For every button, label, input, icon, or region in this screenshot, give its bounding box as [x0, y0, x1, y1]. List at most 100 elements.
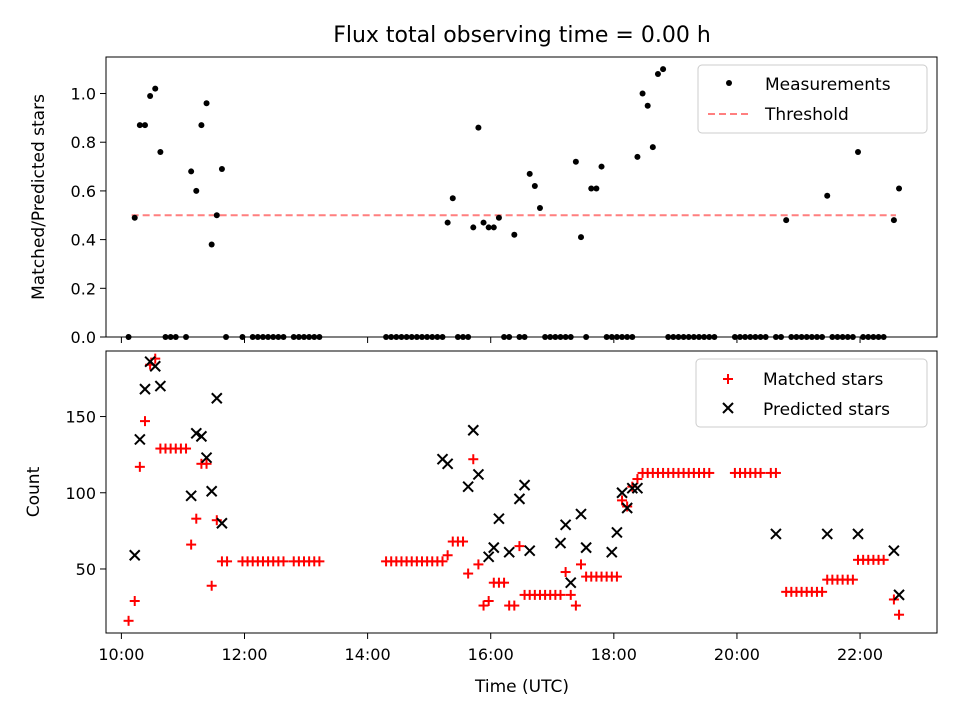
matched-star-point	[755, 467, 766, 478]
predicted-star-point	[134, 433, 146, 446]
measurement-point	[495, 214, 502, 221]
predicted-star-point	[606, 546, 618, 558]
matched-star-point	[509, 600, 520, 611]
predicted-star-point	[205, 485, 218, 497]
predicted-star-point	[852, 528, 864, 540]
top-y-tick-label: 1.0	[71, 85, 96, 104]
matched-star-point	[847, 574, 858, 585]
predicted-star-point	[216, 517, 228, 529]
matched-star-point	[129, 595, 140, 606]
matched-star-point	[222, 556, 233, 567]
measurement-point	[147, 92, 154, 99]
measurement-point	[634, 153, 641, 160]
legend-measurement-marker	[726, 80, 732, 86]
top-panel: 0.0 0.2 0.4 0.6 0.8 1.0 Matched/Predicted sta…	[29, 56, 938, 347]
measurement-point	[213, 212, 220, 219]
matched-star-point	[878, 554, 889, 565]
x-tick-label: 20:00	[714, 645, 760, 664]
matched-star-point	[181, 443, 192, 454]
predicted-star-point	[503, 546, 515, 558]
measurement-point	[660, 66, 667, 73]
predicted-star-point	[441, 458, 454, 470]
x-tick-label: 10:00	[98, 645, 144, 664]
predicted-star-point	[195, 430, 208, 443]
legend-predicted-label: Predicted stars	[763, 400, 890, 420]
matched-star-point	[442, 550, 453, 561]
matched-star-point	[770, 467, 781, 478]
predicted-star-point	[626, 482, 639, 494]
measurement-point	[480, 219, 487, 226]
matched-star-point	[817, 586, 828, 597]
bottom-legend-box	[695, 358, 928, 428]
measurement-point	[526, 170, 533, 177]
measurement-point	[485, 224, 492, 231]
matched-star-point	[123, 615, 134, 626]
measurement-point	[824, 192, 831, 199]
measurement-point	[572, 158, 579, 165]
predicted-star-point	[565, 576, 577, 589]
matched-star-point	[514, 541, 525, 552]
matched-star-point	[483, 595, 494, 606]
predicted-star-point	[482, 551, 495, 563]
matched-star-point	[622, 501, 633, 512]
x-tick-label: 12:00	[221, 645, 267, 664]
measurement-point	[783, 217, 790, 224]
legend-matched-label: Matched stars	[763, 370, 883, 390]
bottom-y-tick-label: 150	[65, 408, 96, 427]
predicted-star-point	[139, 383, 151, 395]
measurement-point	[588, 185, 595, 192]
matched-star-point	[499, 577, 510, 588]
measurement-point	[208, 241, 215, 248]
predicted-star-point	[467, 424, 479, 436]
predicted-star-point	[580, 541, 592, 554]
top-plot-frame	[105, 56, 938, 338]
measurement-point	[157, 148, 164, 155]
bottom-marks	[123, 353, 905, 626]
matched-star-point	[206, 580, 217, 591]
predicted-star-point	[211, 392, 223, 404]
measurement-point	[639, 90, 646, 97]
measurement-point	[203, 100, 210, 107]
predicted-star-point	[462, 480, 474, 493]
matched-star-point	[314, 556, 325, 567]
x-tick-label: 22:00	[837, 645, 883, 664]
measurement-point	[449, 195, 456, 202]
predicted-star-point	[488, 541, 500, 554]
legend-predicted-marker	[722, 402, 734, 414]
top-y-tick-label: 0.6	[71, 182, 96, 201]
measurement-point	[593, 185, 600, 192]
matched-star-point	[191, 513, 202, 524]
measurement-point	[654, 71, 661, 78]
matched-star-point	[458, 536, 469, 547]
measurement-point	[152, 85, 159, 92]
measurement-point	[141, 122, 148, 129]
matched-star-point	[894, 609, 905, 620]
bottom-plot-frame	[105, 350, 938, 634]
measurement-point	[490, 224, 497, 231]
predicted-star-point	[575, 508, 587, 520]
measurement-point	[188, 168, 195, 175]
matched-star-point	[570, 600, 581, 611]
predicted-star-point	[185, 490, 197, 502]
predicted-star-point	[129, 549, 141, 561]
predicted-star-point	[149, 360, 161, 372]
matched-star-point	[278, 556, 289, 567]
measurement-point	[649, 144, 656, 151]
measurement-point	[644, 102, 651, 109]
top-y-tick-label: 0.0	[71, 328, 96, 347]
predicted-star-point	[821, 528, 833, 540]
predicted-star-point	[888, 544, 900, 557]
measurement-point	[131, 214, 138, 221]
measurement-point	[531, 183, 538, 190]
bottom-y-tick-label: 100	[65, 484, 96, 503]
predicted-star-point	[200, 451, 213, 464]
measurement-point	[855, 148, 862, 155]
predicted-star-point	[621, 502, 633, 514]
x-tick-label: 16:00	[468, 645, 514, 664]
legend-matched-marker	[723, 374, 733, 384]
top-legend-box	[697, 64, 928, 134]
x-axis-label: Time (UTC)	[474, 677, 569, 697]
chart-title: Flux total observing time = 0.00 h	[333, 23, 711, 48]
measurement-point	[470, 224, 477, 231]
